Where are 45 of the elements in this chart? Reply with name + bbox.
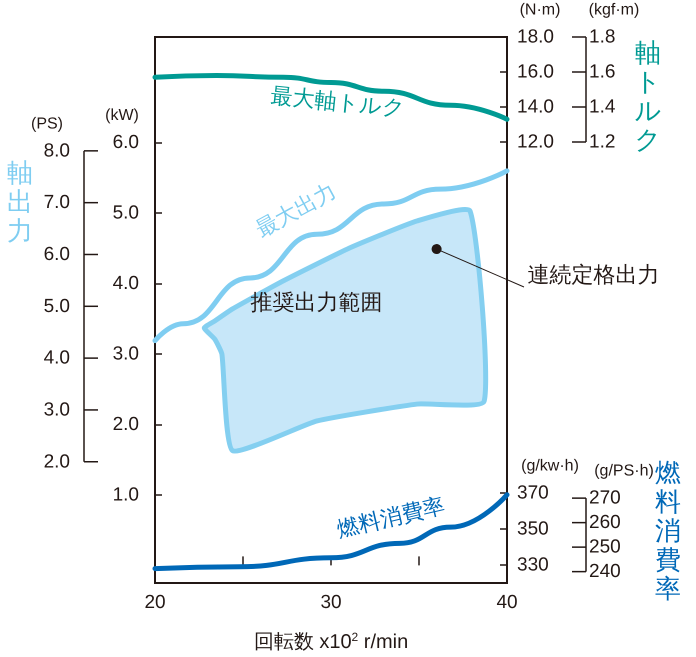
text: 1.6 <box>589 62 616 82</box>
series-label: 推奨出力範囲 <box>250 289 382 314</box>
y-tick-label: 2.0 <box>112 414 139 435</box>
text: 軸出力 <box>7 158 33 246</box>
y2-tick-label: 14.0 <box>517 96 554 118</box>
y3-tick-label: 350 <box>517 518 549 540</box>
text: 1.8 <box>589 26 616 48</box>
text: 3.0 <box>44 399 70 420</box>
annotation: 連続定格出力 <box>528 262 660 288</box>
text: 6.0 <box>44 244 70 265</box>
text: 250 <box>589 536 621 558</box>
text: 1.2 <box>589 132 616 152</box>
text: 燃料消費率 <box>655 458 681 604</box>
y-tick-label: 1.0 <box>112 484 139 506</box>
y-tick-label: 6.0 <box>112 132 139 154</box>
y2-tick-label: 12.0 <box>517 132 554 152</box>
text: 270 <box>589 488 621 509</box>
text: 5.0 <box>44 296 70 317</box>
text: 8.0 <box>44 140 70 162</box>
text: 240 <box>589 561 621 582</box>
text: 260 <box>589 512 621 534</box>
y2-tick-label: 16.0 <box>517 62 554 82</box>
y3-tick-label: 330 <box>517 554 549 576</box>
text: 最大軸トルク <box>270 82 406 121</box>
x-tick-label: 40 <box>496 592 518 613</box>
text: (PS) <box>31 115 63 132</box>
x-tick-label: 30 <box>320 592 342 613</box>
y-tick-label: 3.0 <box>112 344 139 365</box>
y-tick-label: 4.0 <box>112 273 139 294</box>
y2-axis-title: (N·m) <box>520 2 560 18</box>
y-axis-title: (kW) <box>105 107 139 124</box>
y3-axis-title: (g/kw·h) <box>521 457 579 474</box>
text: 燃料消費率 <box>334 492 448 542</box>
text: 最大出力 <box>251 178 340 242</box>
text: 軸トルク <box>634 38 662 154</box>
y3-tick-label: 370 <box>517 482 549 504</box>
y2-tick-label: 18.0 <box>517 26 554 48</box>
text: (kgf·m) <box>588 2 640 18</box>
text: 1.4 <box>589 96 616 118</box>
x-tick-label: 20 <box>144 592 166 613</box>
text: 2.0 <box>44 451 70 472</box>
y-tick-label: 5.0 <box>112 202 139 224</box>
text: (g/PS·h) <box>594 462 654 480</box>
text: 4.0 <box>44 348 70 369</box>
text: 7.0 <box>44 192 70 214</box>
